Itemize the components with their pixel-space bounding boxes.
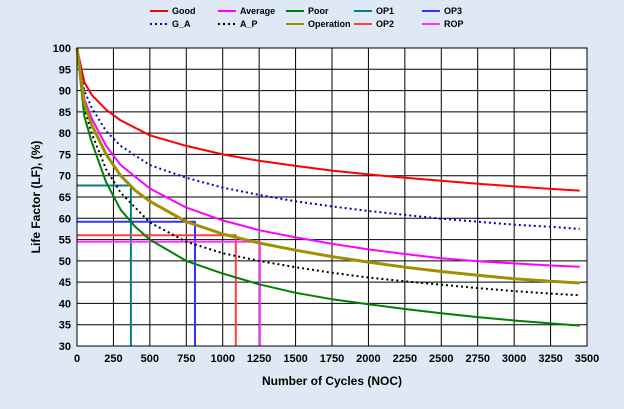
y-axis-title: Life Factor (LF), (%) xyxy=(29,141,43,254)
series-line-op2 xyxy=(77,234,237,346)
x-tick-label: 3250 xyxy=(538,353,562,365)
legend: Good Average Poor OP1 OP3 G_A A_P Operation OP2 R… xyxy=(150,6,464,29)
series-line-operation xyxy=(75,47,580,285)
y-tick-label: 65 xyxy=(59,192,71,204)
y-tick-label: 45 xyxy=(59,277,71,289)
y-tick-label: 50 xyxy=(59,256,71,268)
x-tick-label: 2250 xyxy=(393,353,417,365)
y-tick-label: 85 xyxy=(59,107,71,119)
grid xyxy=(76,47,588,347)
series-line-good xyxy=(76,47,580,192)
legend-label-a-p: A_P xyxy=(240,19,258,29)
x-tick-label: 2000 xyxy=(356,353,380,365)
x-tick-label: 0 xyxy=(74,353,80,365)
series-lines xyxy=(75,47,580,346)
y-tick-label: 40 xyxy=(59,298,71,310)
series-line-op3 xyxy=(77,220,196,346)
x-tick-label: 2750 xyxy=(465,353,489,365)
legend-label-g-a: G_A xyxy=(172,19,191,29)
legend-label-rop: ROP xyxy=(444,19,464,29)
y-tick-label: 90 xyxy=(59,86,71,98)
y-tick-label: 55 xyxy=(59,235,71,247)
x-tick-label: 3000 xyxy=(502,353,526,365)
x-tick-label: 750 xyxy=(177,353,195,365)
x-tick-label: 3500 xyxy=(575,353,599,365)
x-tick-label: 1250 xyxy=(247,353,271,365)
series-line-poor xyxy=(76,47,580,327)
legend-label-average: Average xyxy=(240,6,275,16)
x-tick-label: 500 xyxy=(141,353,159,365)
legend-label-op2: OP2 xyxy=(376,19,394,29)
y-tick-label: 80 xyxy=(59,128,71,140)
y-tick-label: 100 xyxy=(53,43,71,55)
y-tick-label: 60 xyxy=(59,213,71,225)
y-tick-label: 95 xyxy=(59,64,71,76)
legend-label-good: Good xyxy=(172,6,196,16)
y-tick-label: 70 xyxy=(59,171,71,183)
y-tick-label: 75 xyxy=(59,149,71,161)
y-tick-label: 30 xyxy=(59,341,71,353)
legend-label-op3: OP3 xyxy=(444,6,462,16)
tick-labels: 0 250 500 750 1000 1250 1500 1750 2000 2250 2500 27… xyxy=(53,43,600,365)
x-tick-label: 2500 xyxy=(429,353,453,365)
legend-label-op1: OP1 xyxy=(376,6,394,16)
x-tick-label: 1000 xyxy=(210,353,234,365)
x-tick-label: 1750 xyxy=(320,353,344,365)
series-line-average xyxy=(76,47,580,268)
x-axis-title: Number of Cycles (NOC) xyxy=(262,374,402,388)
x-tick-label: 250 xyxy=(104,353,122,365)
legend-label-poor: Poor xyxy=(308,6,329,16)
legend-label-operation: Operation xyxy=(308,19,351,29)
y-tick-label: 35 xyxy=(59,320,71,332)
series-line-g-a xyxy=(76,47,580,230)
plot-border xyxy=(76,47,588,347)
x-tick-label: 1500 xyxy=(283,353,307,365)
